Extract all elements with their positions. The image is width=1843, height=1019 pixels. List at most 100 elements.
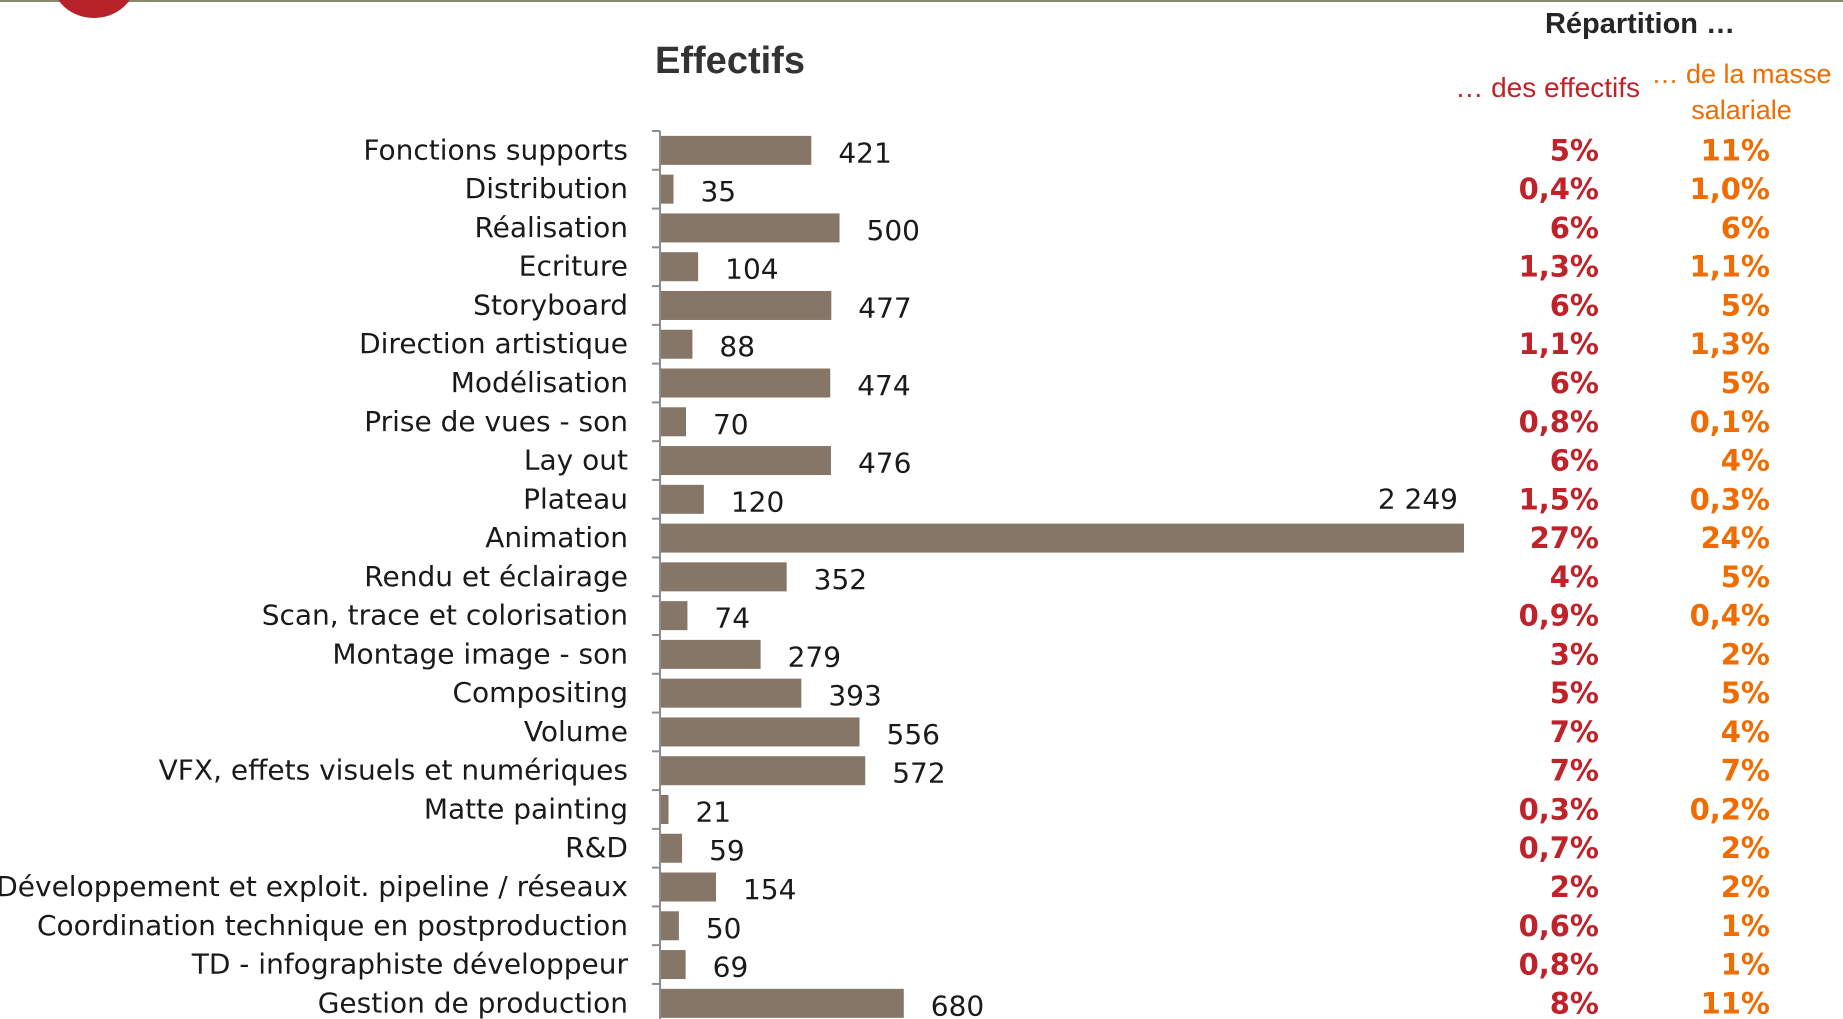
category-label: Réalisation [474, 211, 628, 244]
category-label: Distribution [465, 172, 628, 205]
category-label: Direction artistique [359, 327, 628, 360]
effectifs-share: 7% [1550, 754, 1599, 788]
category-label: R&D [565, 831, 628, 864]
bar-value-label: 50 [706, 912, 742, 945]
bar [661, 446, 831, 476]
bar [661, 407, 686, 437]
effectifs-share: 8% [1550, 986, 1599, 1019]
bar-value-label: 556 [887, 718, 940, 751]
category-label: Prise de vues - son [364, 405, 628, 438]
bar-value-label: 74 [714, 602, 750, 635]
masse-salariale-share: 1,1% [1690, 250, 1770, 284]
masse-salariale-share: 2% [1721, 637, 1770, 671]
category-label: Matte painting [424, 792, 628, 825]
effectifs-share: 0,4% [1519, 172, 1599, 206]
bar-value-label: 279 [788, 640, 841, 673]
effectifs-share: 6% [1550, 444, 1599, 478]
header-rule [0, 0, 1843, 2]
category-label: Lay out [524, 444, 628, 477]
masse-salariale-share: 5% [1721, 288, 1770, 322]
bar [661, 135, 812, 165]
bar-value-label: 154 [743, 873, 796, 906]
effectifs-share: 0,7% [1519, 831, 1599, 865]
repartition-title: Répartition … [1544, 8, 1736, 40]
bar-value-label: 70 [713, 408, 749, 441]
masse-salariale-share: 4% [1721, 444, 1770, 478]
masse-salariale-share: 2% [1721, 870, 1770, 904]
masse-salariale-share: 5% [1721, 676, 1770, 710]
effectifs-share: 0,8% [1519, 948, 1599, 982]
category-label: Développement et exploit. pipeline / rés… [0, 870, 628, 903]
bar [661, 833, 683, 863]
bar [661, 252, 699, 282]
effectifs-share: 6% [1550, 211, 1599, 245]
effectifs-share: 0,3% [1519, 792, 1599, 826]
bar-value-label: 393 [828, 679, 881, 712]
effectifs-share: 5% [1550, 676, 1599, 710]
bar-value-label: 69 [713, 951, 749, 984]
repartition-effectifs-header: … des effectifs [1455, 72, 1640, 103]
bar-value-label: 680 [931, 989, 984, 1019]
bar [661, 639, 761, 669]
category-label: Montage image - son [332, 637, 628, 670]
masse-salariale-share: 0,2% [1690, 792, 1770, 826]
bar [661, 562, 787, 592]
masse-salariale-share: 7% [1721, 754, 1770, 788]
bar-value-label: 474 [857, 369, 910, 402]
repartition-masse-header: … de la masse salariale [1651, 59, 1832, 125]
effectifs-share: 1,3% [1519, 250, 1599, 284]
effectifs-share: 6% [1550, 288, 1599, 322]
bar [661, 523, 1464, 553]
category-label: Coordination technique en postproduction [37, 909, 628, 942]
bar [661, 484, 704, 514]
bar-value-label: 88 [719, 330, 755, 363]
effectifs-share: 2% [1550, 870, 1599, 904]
bar-value-label: 120 [731, 485, 784, 518]
category-label: Scan, trace et colorisation [262, 599, 628, 632]
masse-salariale-share: 1% [1721, 909, 1770, 943]
bar-value-label: 421 [838, 136, 891, 169]
bar [661, 988, 904, 1018]
bar-value-label: 21 [695, 795, 731, 828]
category-label: Volume [524, 715, 628, 748]
masse-salariale-share: 1,0% [1690, 172, 1770, 206]
bar-value-label: 35 [700, 175, 736, 208]
category-label: Gestion de production [318, 986, 628, 1019]
bar-value-label: 352 [814, 563, 867, 596]
bar-value-label: 59 [709, 834, 745, 867]
masse-salariale-share: 4% [1721, 715, 1770, 749]
bar [661, 601, 688, 631]
effectifs-share: 0,8% [1519, 405, 1599, 439]
category-label: Plateau [523, 482, 628, 515]
category-label: Ecriture [519, 250, 628, 283]
bar [661, 329, 693, 359]
effectifs-share: 27% [1530, 521, 1599, 555]
masse-salariale-share: 1% [1721, 948, 1770, 982]
masse-salariale-share: 24% [1701, 521, 1770, 555]
bar-value-label: 477 [858, 291, 911, 324]
effectifs-share: 0,9% [1519, 599, 1599, 633]
category-label: Modélisation [451, 366, 628, 399]
masse-salariale-share: 1,3% [1690, 327, 1770, 361]
masse-salariale-share: 0,4% [1690, 599, 1770, 633]
effectifs-share: 3% [1550, 637, 1599, 671]
bar [661, 678, 802, 708]
masse-salariale-share: 0,1% [1690, 405, 1770, 439]
bar-value-label: 572 [892, 757, 945, 790]
chart-title: Effectifs [655, 40, 805, 82]
masse-salariale-share: 5% [1721, 366, 1770, 400]
bar [661, 290, 832, 320]
masse-salariale-share: 5% [1721, 560, 1770, 594]
category-label: VFX, effets visuels et numériques [159, 754, 628, 787]
category-label: Fonctions supports [363, 133, 628, 166]
bar-value-label: 500 [867, 214, 920, 247]
masse-salariale-share: 6% [1721, 211, 1770, 245]
bar [661, 872, 716, 902]
bar [661, 756, 866, 786]
bar [661, 911, 679, 941]
effectifs-share: 0,6% [1519, 909, 1599, 943]
category-label: Storyboard [473, 288, 628, 321]
category-label: TD - infographiste développeur [191, 948, 629, 981]
effectifs-share: 1,5% [1519, 482, 1599, 516]
